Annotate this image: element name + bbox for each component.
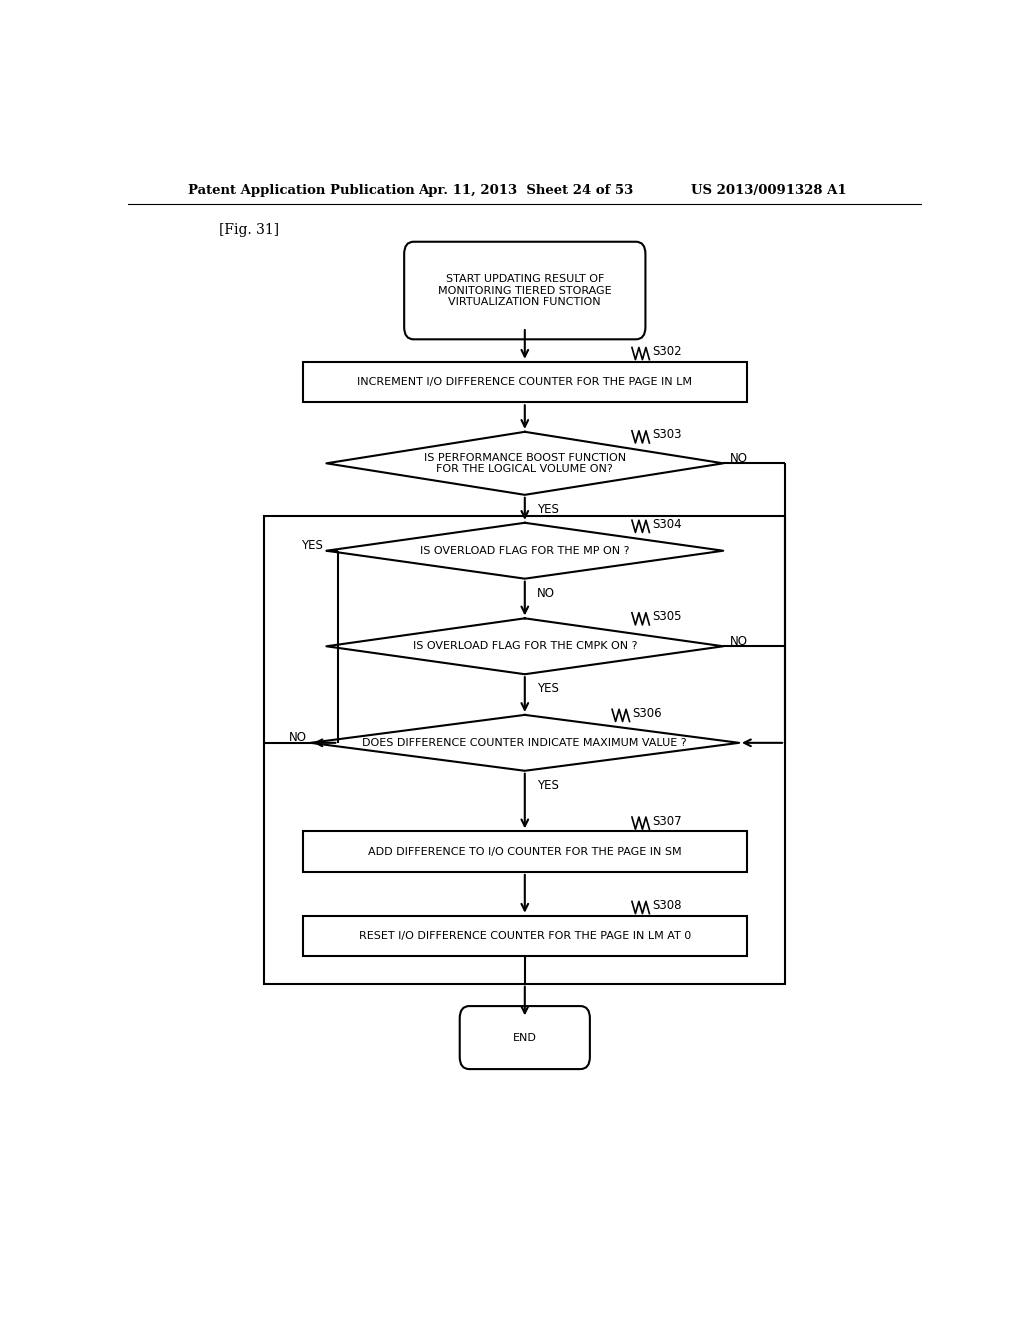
Text: S305: S305 — [652, 610, 682, 623]
Text: YES: YES — [537, 503, 558, 516]
Text: S307: S307 — [652, 814, 682, 828]
Polygon shape — [327, 618, 723, 675]
FancyBboxPatch shape — [460, 1006, 590, 1069]
Text: NO: NO — [537, 587, 555, 599]
Text: [Fig. 31]: [Fig. 31] — [219, 223, 280, 236]
Polygon shape — [310, 715, 739, 771]
Text: IS PERFORMANCE BOOST FUNCTION
FOR THE LOGICAL VOLUME ON?: IS PERFORMANCE BOOST FUNCTION FOR THE LO… — [424, 453, 626, 474]
Bar — [264, 516, 785, 983]
Text: S302: S302 — [652, 345, 682, 358]
Text: US 2013/0091328 A1: US 2013/0091328 A1 — [691, 183, 847, 197]
FancyBboxPatch shape — [404, 242, 645, 339]
Polygon shape — [327, 523, 723, 578]
Text: DOES DIFFERENCE COUNTER INDICATE MAXIMUM VALUE ?: DOES DIFFERENCE COUNTER INDICATE MAXIMUM… — [362, 738, 687, 748]
Text: IS OVERLOAD FLAG FOR THE CMPK ON ?: IS OVERLOAD FLAG FOR THE CMPK ON ? — [413, 642, 637, 651]
Text: S308: S308 — [652, 899, 682, 912]
Text: YES: YES — [537, 779, 558, 792]
Text: NO: NO — [729, 451, 748, 465]
Text: S304: S304 — [652, 517, 682, 531]
Text: START UPDATING RESULT OF
MONITORING TIERED STORAGE
VIRTUALIZATION FUNCTION: START UPDATING RESULT OF MONITORING TIER… — [438, 275, 611, 308]
Text: INCREMENT I/O DIFFERENCE COUNTER FOR THE PAGE IN LM: INCREMENT I/O DIFFERENCE COUNTER FOR THE… — [357, 378, 692, 387]
Text: NO: NO — [289, 731, 306, 744]
Text: YES: YES — [537, 682, 558, 696]
Bar — [303, 916, 748, 956]
Bar — [303, 362, 748, 403]
Text: NO: NO — [729, 635, 748, 648]
Text: IS OVERLOAD FLAG FOR THE MP ON ?: IS OVERLOAD FLAG FOR THE MP ON ? — [420, 545, 630, 556]
Polygon shape — [327, 432, 723, 495]
Text: END: END — [513, 1032, 537, 1043]
Text: ADD DIFFERENCE TO I/O COUNTER FOR THE PAGE IN SM: ADD DIFFERENCE TO I/O COUNTER FOR THE PA… — [368, 846, 682, 857]
Bar — [303, 832, 748, 873]
Text: Apr. 11, 2013  Sheet 24 of 53: Apr. 11, 2013 Sheet 24 of 53 — [418, 183, 633, 197]
Text: S303: S303 — [652, 429, 682, 441]
Text: YES: YES — [301, 539, 323, 552]
Text: Patent Application Publication: Patent Application Publication — [187, 183, 415, 197]
Text: S306: S306 — [633, 706, 663, 719]
Text: RESET I/O DIFFERENCE COUNTER FOR THE PAGE IN LM AT 0: RESET I/O DIFFERENCE COUNTER FOR THE PAG… — [358, 931, 691, 941]
